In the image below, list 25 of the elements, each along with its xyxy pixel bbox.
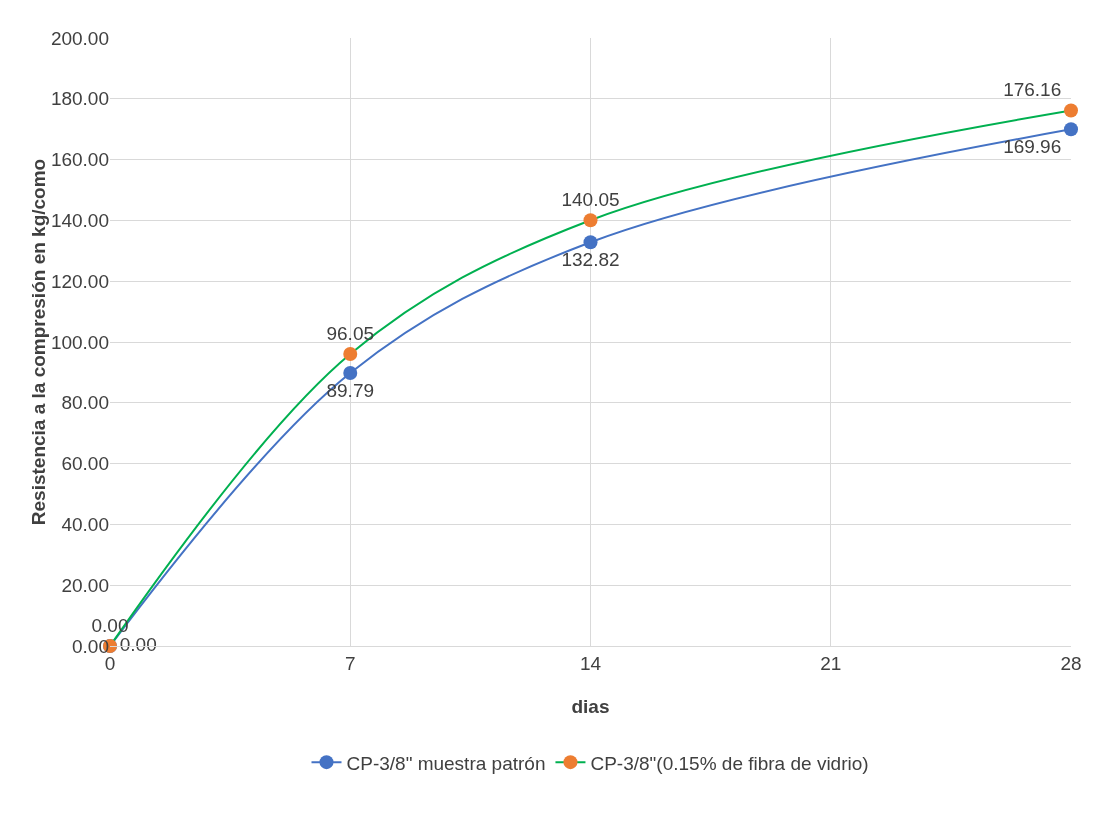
y-tick-label: 80.00 bbox=[61, 392, 109, 414]
y-axis-title: Resistencia a la compresión en kg/como bbox=[27, 158, 49, 526]
data-label: 140.05 bbox=[561, 188, 620, 210]
legend-label: CP-3/8"(0.15% de fibra de vidrio) bbox=[590, 752, 869, 774]
y-tick-label: 60.00 bbox=[61, 453, 109, 475]
y-tick-label: 180.00 bbox=[50, 88, 109, 110]
y-tick-label: 120.00 bbox=[50, 270, 109, 292]
x-tick-label: 14 bbox=[579, 652, 602, 674]
data-label: 89.79 bbox=[326, 380, 375, 402]
data-label: 132.82 bbox=[561, 249, 620, 271]
y-tick-label: 20.00 bbox=[61, 574, 109, 596]
x-tick-label: 28 bbox=[1060, 652, 1082, 674]
y-tick-label: 100.00 bbox=[50, 331, 109, 353]
data-label: 169.96 bbox=[1003, 136, 1062, 158]
y-tick-label: 40.00 bbox=[61, 514, 109, 536]
data-label: 96.05 bbox=[326, 322, 375, 344]
data-label: 176.16 bbox=[1003, 78, 1062, 100]
y-tick-label: 200.00 bbox=[50, 27, 109, 49]
x-axis-title: dias bbox=[571, 696, 610, 717]
y-tick-label: 160.00 bbox=[50, 149, 109, 171]
legend-label: CP-3/8" muestra patrón bbox=[346, 752, 546, 774]
x-tick-label: 7 bbox=[344, 652, 356, 674]
x-tick-label: 21 bbox=[820, 652, 842, 674]
x-tick-label: 0 bbox=[104, 652, 116, 674]
y-tick-label: 140.00 bbox=[50, 210, 109, 232]
